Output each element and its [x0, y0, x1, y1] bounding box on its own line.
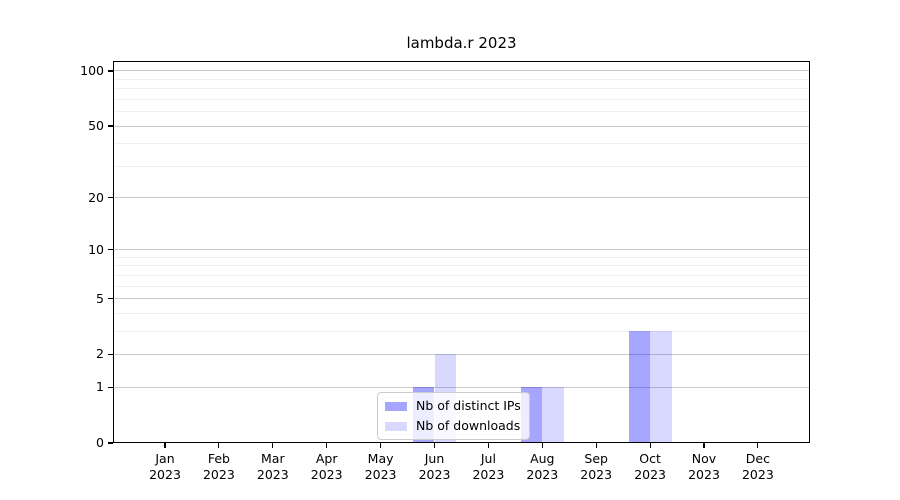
legend-label-distinct-ips: Nb of distinct IPs — [416, 398, 521, 413]
gridlines-layer — [113, 61, 810, 443]
x-tick-mark-jun — [433, 443, 436, 448]
gridline-major-100 — [113, 70, 810, 72]
y-tick-label-20: 20 — [88, 189, 104, 205]
x-tick-label-mar: Mar 2023 — [256, 451, 289, 482]
gridline-major-5 — [113, 298, 810, 300]
y-tick-mark-10 — [108, 249, 113, 251]
y-tick-label-2: 2 — [96, 346, 104, 362]
gridline-major-1 — [113, 386, 810, 388]
x-tick-mark-mar — [272, 443, 274, 448]
gridline-minor-70 — [113, 98, 810, 100]
gridline-minor-40 — [113, 143, 810, 145]
x-tick-label-aug: Aug 2023 — [526, 451, 559, 482]
y-tick-label-0: 0 — [96, 435, 104, 450]
gridline-minor-7 — [113, 274, 810, 276]
plot-area — [113, 61, 810, 443]
x-tick-mark-sep — [595, 443, 597, 448]
x-tick-mark-jan — [164, 443, 166, 448]
gridline-minor-80 — [113, 88, 810, 90]
x-tick-label-jul: Jul 2023 — [472, 451, 505, 482]
x-tick-mark-nov — [703, 443, 705, 448]
bar-nb-of-downloads-aug — [542, 387, 564, 443]
gridline-minor-3 — [113, 330, 810, 332]
x-tick-mark-jul — [487, 443, 489, 448]
x-tick-label-apr: Apr 2023 — [310, 451, 343, 482]
x-tick-mark-oct — [649, 443, 651, 448]
legend-swatch-distinct-ips — [385, 401, 407, 411]
y-tick-label-5: 5 — [96, 290, 104, 306]
bars-layer — [113, 61, 810, 443]
y-tick-mark-5 — [108, 297, 113, 300]
chart-title: lambda.r 2023 — [406, 34, 517, 52]
x-tick-label-jun: Jun 2023 — [418, 451, 451, 482]
gridline-major-2 — [113, 353, 810, 355]
legend-item-distinct-ips: Nb of distinct IPs — [385, 398, 521, 414]
bar-nb-of-downloads-oct — [650, 331, 672, 443]
legend: Nb of distinct IPs Nb of downloads — [377, 392, 530, 440]
x-tick-label-jan: Jan 2023 — [149, 451, 181, 482]
y-tick-mark-100 — [108, 70, 113, 72]
gridline-major-10 — [113, 249, 810, 251]
x-tick-mark-dec — [757, 443, 759, 448]
x-tick-label-feb: Feb 2023 — [202, 451, 235, 482]
x-tick-mark-aug — [541, 443, 543, 448]
legend-swatch-downloads — [385, 421, 407, 431]
gridline-minor-8 — [113, 265, 810, 267]
y-tick-mark-1 — [108, 386, 113, 388]
gridline-minor-60 — [113, 111, 810, 113]
x-tick-mark-may — [380, 443, 382, 448]
y-tick-label-10: 10 — [88, 241, 104, 257]
x-tick-label-sep: Sep 2023 — [580, 451, 613, 482]
gridline-minor-9 — [113, 256, 810, 258]
y-tick-label-1: 1 — [96, 379, 104, 395]
y-tick-label-100: 100 — [80, 62, 104, 78]
legend-label-downloads: Nb of downloads — [416, 418, 521, 433]
y-tick-mark-20 — [108, 196, 113, 199]
gridline-minor-90 — [113, 78, 810, 80]
gridline-major-20 — [113, 197, 810, 199]
gridline-major-50 — [113, 125, 810, 127]
y-tick-mark-2 — [108, 353, 113, 356]
y-tick-label-50: 50 — [88, 118, 104, 134]
x-tick-mark-feb — [218, 443, 220, 448]
x-tick-label-may: May 2023 — [364, 451, 397, 482]
gridline-minor-6 — [113, 285, 810, 287]
bar-nb-of-distinct-ips-oct — [628, 331, 651, 443]
x-tick-label-nov: Nov 2023 — [688, 451, 720, 482]
y-tick-mark-0 — [108, 442, 113, 444]
x-tick-mark-apr — [326, 443, 328, 448]
x-tick-label-oct: Oct 2023 — [634, 451, 666, 482]
legend-item-downloads: Nb of downloads — [385, 418, 521, 434]
gridline-minor-30 — [113, 165, 810, 167]
gridline-minor-4 — [113, 312, 810, 314]
x-tick-label-dec: Dec 2023 — [741, 451, 774, 482]
y-tick-mark-50 — [108, 125, 113, 127]
